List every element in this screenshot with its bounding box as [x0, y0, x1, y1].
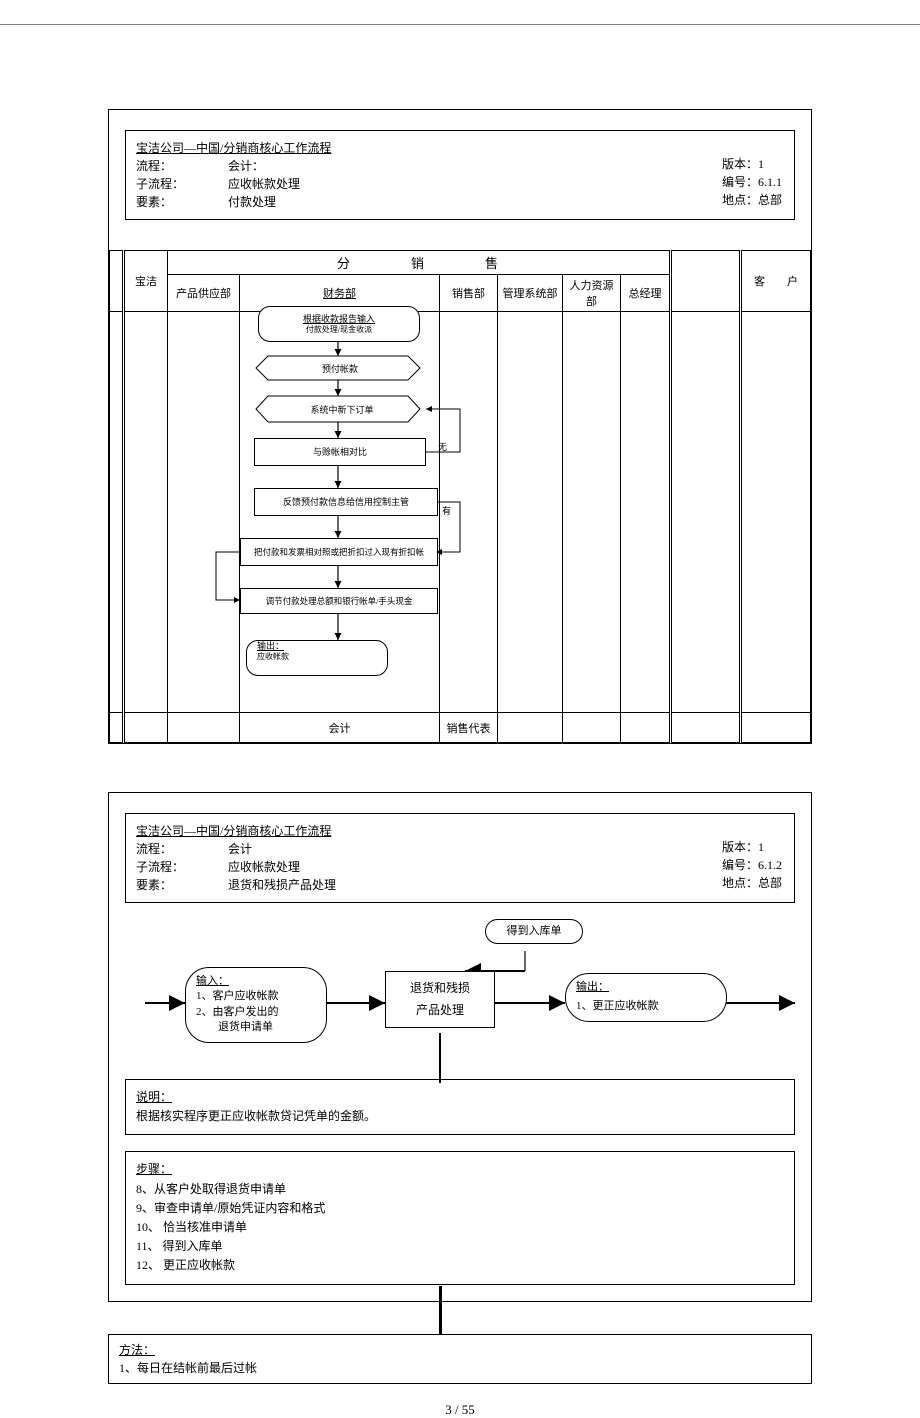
desc-label: 说明：: [136, 1088, 784, 1107]
flow-n8: 输出： 应收帐款: [246, 640, 388, 676]
f-3: 销售代表: [440, 713, 498, 743]
header-box-2: 宝洁公司—中国/分销商核心工作流程 流程：会计 子流程：应收帐款处理 要素：退货…: [125, 813, 795, 903]
connector-vert: [439, 1286, 442, 1334]
step-0: 8、从客户处取得退货申请单: [136, 1180, 784, 1199]
n8-label: 输出：: [257, 641, 284, 652]
header-right-1: 版本：1 编号：6.1.1 地点：总部: [722, 155, 782, 209]
io-input-label: 输入：: [196, 974, 316, 989]
steps-label: 步骤：: [136, 1160, 784, 1179]
lane-right: 客 户: [741, 251, 811, 312]
header-title-2: 宝洁公司—中国/分销商核心工作流程: [136, 822, 784, 840]
io-p-1: 产品处理: [396, 1000, 484, 1022]
io-in-0: 1、客户应收帐款: [196, 989, 316, 1004]
h2-r1: 编号：6.1.2: [722, 856, 782, 874]
io-diagram: 得到入库单 输入： 1、客户应收帐款 2、由客户发出的 退货申请单 退货和残损 …: [125, 923, 795, 1063]
lane-3: 管理系统部: [498, 275, 563, 312]
lane-5: 总经理: [621, 275, 671, 312]
flowchart: 根据收款报告输入 付款处理/现金收派 预付帐款 系统中新下订单 与赊帐相对比 无…: [240, 312, 439, 712]
page-number: 3 / 55: [0, 1402, 920, 1418]
h2-row0-value: 会计: [228, 840, 252, 858]
header-box-1: 宝洁公司—中国/分销商核心工作流程 流程：会计： 子流程：应收帐款处理 要素：付…: [125, 130, 795, 220]
h2-row1-label: 子流程：: [136, 858, 228, 876]
flow-n2: 预付帐款: [300, 362, 380, 375]
h2-r0: 版本：1: [722, 838, 782, 856]
n8-text: 应收帐款: [257, 652, 289, 662]
swimlane-table: 宝洁 分 销 售 客 户 产品供应部 财务部 销售部 管理系统部 人力资源部 总…: [109, 250, 811, 743]
io-in-1: 2、由客户发出的: [196, 1005, 316, 1020]
header-title-1: 宝洁公司—中国/分销商核心工作流程: [136, 139, 784, 157]
method-text: 1、每日在结帐前最后过帐: [119, 1361, 257, 1375]
f-2: 会计: [240, 713, 440, 743]
h1-r0: 版本：1: [722, 155, 782, 173]
step-2: 10、 恰当核准申请单: [136, 1218, 784, 1237]
branch-yes: 有: [442, 504, 451, 517]
f-0: [168, 713, 240, 743]
step-4: 12、 更正应收帐款: [136, 1256, 784, 1275]
lane-0: 产品供应部: [168, 275, 240, 312]
flow-n5: 反馈预付款信息给信用控制主管: [254, 488, 438, 516]
flow-n3: 系统中新下订单: [292, 403, 392, 416]
lane-1-text: 财务部: [323, 288, 356, 300]
io-output-label: 输出：: [576, 980, 716, 995]
method-label: 方法：: [119, 1343, 155, 1357]
h1-row0-label: 流程：: [136, 157, 228, 175]
flow-n1: 根据收款报告输入 付款处理/现金收派: [258, 306, 420, 342]
io-input: 输入： 1、客户应收帐款 2、由客户发出的 退货申请单: [185, 967, 327, 1043]
h1-row2-label: 要素：: [136, 193, 228, 211]
steps-box: 步骤： 8、从客户处取得退货申请单 9、审查申请单/原始凭证内容和格式 10、 …: [125, 1151, 795, 1284]
panel-2: 宝洁公司—中国/分销商核心工作流程 流程：会计 子流程：应收帐款处理 要素：退货…: [108, 792, 812, 1302]
h1-row1-label: 子流程：: [136, 175, 228, 193]
top-rule: [0, 24, 920, 25]
flow-n4: 与赊帐相对比: [254, 438, 426, 466]
io-output: 输出： 1、更正应收帐款: [565, 973, 727, 1022]
h2-row0-label: 流程：: [136, 840, 228, 858]
io-p-0: 退货和残损: [396, 978, 484, 1000]
h2-r2: 地点：总部: [722, 874, 782, 892]
h2-row1-value: 应收帐款处理: [228, 858, 300, 876]
step-3: 11、 得到入库单: [136, 1237, 784, 1256]
io-out-0: 1、更正应收帐款: [576, 999, 716, 1014]
method-box: 方法： 1、每日在结帐前最后过帐: [108, 1334, 812, 1384]
io-in-2: 退货申请单: [196, 1020, 316, 1035]
n1-sub: 付款处理/现金收派: [306, 325, 372, 335]
branch-no: 无: [438, 440, 447, 453]
lane-left: 宝洁: [124, 251, 168, 312]
lane-2: 销售部: [440, 275, 498, 312]
h2-row2-label: 要素：: [136, 876, 228, 894]
h1-row1-value: 应收帐款处理: [228, 175, 300, 193]
h1-row0-value: 会计：: [228, 157, 264, 175]
io-top: 得到入库单: [485, 919, 583, 944]
io-process: 退货和残损 产品处理: [385, 971, 495, 1028]
lane-4: 人力资源部: [563, 275, 621, 312]
flow-n7: 调节付款处理总额和银行帐单/手头现金: [240, 588, 438, 614]
flow-n6: 把付款和发票相对照或把折扣过入现有折扣帐: [240, 538, 438, 566]
h2-row2-value: 退货和残损产品处理: [228, 876, 336, 894]
step-1: 9、审查申请单/原始凭证内容和格式: [136, 1199, 784, 1218]
h1-r2: 地点：总部: [722, 191, 782, 209]
h1-row2-value: 付款处理: [228, 193, 276, 211]
header-right-2: 版本：1 编号：6.1.2 地点：总部: [722, 838, 782, 892]
desc-text: 根据核实程序更正应收帐款贷记凭单的金额。: [136, 1107, 784, 1126]
lane-group-label: 分 销 售: [168, 251, 671, 275]
panel-1: 宝洁公司—中国/分销商核心工作流程 流程：会计： 子流程：应收帐款处理 要素：付…: [108, 109, 812, 744]
desc-box: 说明： 根据核实程序更正应收帐款贷记凭单的金额。: [125, 1079, 795, 1135]
n1-title: 根据收款报告输入: [303, 314, 375, 325]
h1-r1: 编号：6.1.1: [722, 173, 782, 191]
